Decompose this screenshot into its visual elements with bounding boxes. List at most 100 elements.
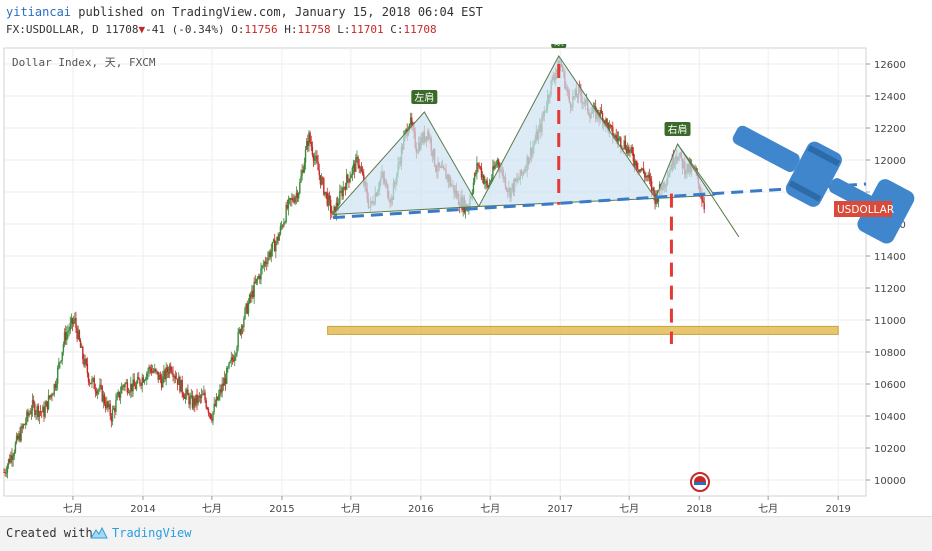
candle-body — [95, 391, 98, 394]
candle-body — [221, 383, 223, 393]
candle-body — [17, 435, 19, 440]
candle-body — [35, 412, 37, 415]
candle-body — [171, 370, 173, 374]
candle-body — [254, 281, 256, 283]
candle-body — [295, 192, 298, 198]
candle-body — [605, 118, 607, 126]
candle-body — [355, 157, 357, 172]
candle-body — [43, 406, 45, 417]
neckline — [332, 182, 867, 220]
candle-body — [39, 411, 42, 413]
publish-line: yitiancai published on TradingView.com, … — [6, 5, 483, 19]
candle-body — [72, 320, 75, 325]
candle-body — [239, 329, 242, 335]
candle-body — [270, 250, 272, 257]
candle-body — [341, 190, 343, 197]
candle-body — [139, 379, 141, 385]
candle-body — [127, 392, 130, 394]
candle-body — [71, 318, 74, 325]
candle-body — [325, 191, 327, 193]
candle-body — [350, 175, 352, 179]
candle-body — [84, 359, 86, 366]
candle-body — [203, 392, 205, 395]
candle-body — [294, 197, 296, 203]
pattern-label: 右肩 — [668, 123, 688, 136]
candle-body — [489, 181, 492, 183]
candle-body — [192, 398, 195, 408]
candle-body — [307, 141, 309, 146]
candle-body — [158, 374, 161, 380]
candle-body — [636, 160, 638, 170]
candle-body — [278, 234, 280, 241]
candle-body — [119, 393, 122, 399]
candle-body — [229, 361, 231, 363]
candle-body — [147, 371, 149, 374]
candle-body — [110, 415, 113, 422]
tradingview-logo-icon[interactable] — [90, 526, 108, 540]
candle-body — [213, 403, 215, 412]
candle-body — [103, 394, 106, 404]
candle-body — [361, 171, 364, 175]
candle-body — [78, 330, 81, 341]
candle-body — [52, 394, 54, 396]
candle-body — [23, 424, 26, 426]
candle-body — [208, 413, 211, 414]
shoulder-extension-line — [677, 143, 740, 238]
pattern-triangle — [331, 111, 480, 215]
candle-body — [206, 407, 209, 410]
candle-body — [66, 332, 68, 341]
candle-body — [191, 395, 194, 408]
candle-body — [287, 199, 290, 209]
candle-body — [56, 367, 59, 384]
candle-body — [151, 371, 154, 373]
y-tick-label: 11400 — [874, 252, 906, 263]
candle-body — [123, 385, 125, 387]
candle-body — [53, 384, 55, 395]
candle-body — [272, 239, 275, 243]
candle-body — [130, 383, 132, 392]
author-link[interactable]: yitiancai — [6, 5, 72, 19]
candle-body — [312, 154, 315, 161]
open-label: O: — [231, 23, 245, 36]
candle-body — [321, 177, 324, 179]
candle-body — [638, 169, 640, 172]
candle-body — [342, 187, 344, 197]
candle-body — [190, 395, 193, 397]
candle-body — [331, 212, 333, 214]
candle-body — [601, 113, 604, 124]
candle-body — [50, 394, 52, 398]
candle-body — [472, 182, 475, 193]
candle-body — [14, 442, 17, 453]
candle-body — [11, 455, 13, 460]
candle-body — [218, 394, 220, 400]
candle-body — [199, 396, 202, 398]
price-chart[interactable]: 左肩 頭右肩 10000 10200 10400 10600 10800 11000 1120… — [0, 44, 932, 516]
candle-body — [207, 409, 210, 414]
candle-body — [21, 426, 23, 428]
candle-body — [135, 382, 138, 390]
candle-body — [283, 222, 285, 227]
candle-body — [126, 382, 129, 393]
candle-body — [216, 396, 219, 400]
candle-body — [220, 389, 222, 393]
candle-body — [292, 197, 294, 201]
candle-body — [174, 375, 177, 379]
candle-body — [131, 383, 133, 392]
candle-body — [68, 330, 70, 332]
candle-body — [32, 400, 35, 404]
pattern-drawings: 左肩 頭右肩 — [327, 44, 867, 344]
x-tick-label: 七月 — [202, 503, 222, 515]
candle-body — [274, 239, 276, 252]
tradingview-link[interactable]: TradingView — [112, 526, 192, 540]
candle-body — [76, 327, 78, 339]
candle-body — [411, 117, 413, 126]
down-arrow-icon: ▼ — [138, 23, 146, 36]
plot-area[interactable] — [3, 47, 867, 497]
candle-body — [160, 379, 163, 388]
candle-body — [647, 174, 649, 178]
candle-body — [144, 379, 147, 381]
candle-body — [356, 156, 358, 158]
candle-body — [112, 408, 115, 410]
candle-body — [266, 263, 268, 264]
candle-body — [311, 146, 314, 155]
